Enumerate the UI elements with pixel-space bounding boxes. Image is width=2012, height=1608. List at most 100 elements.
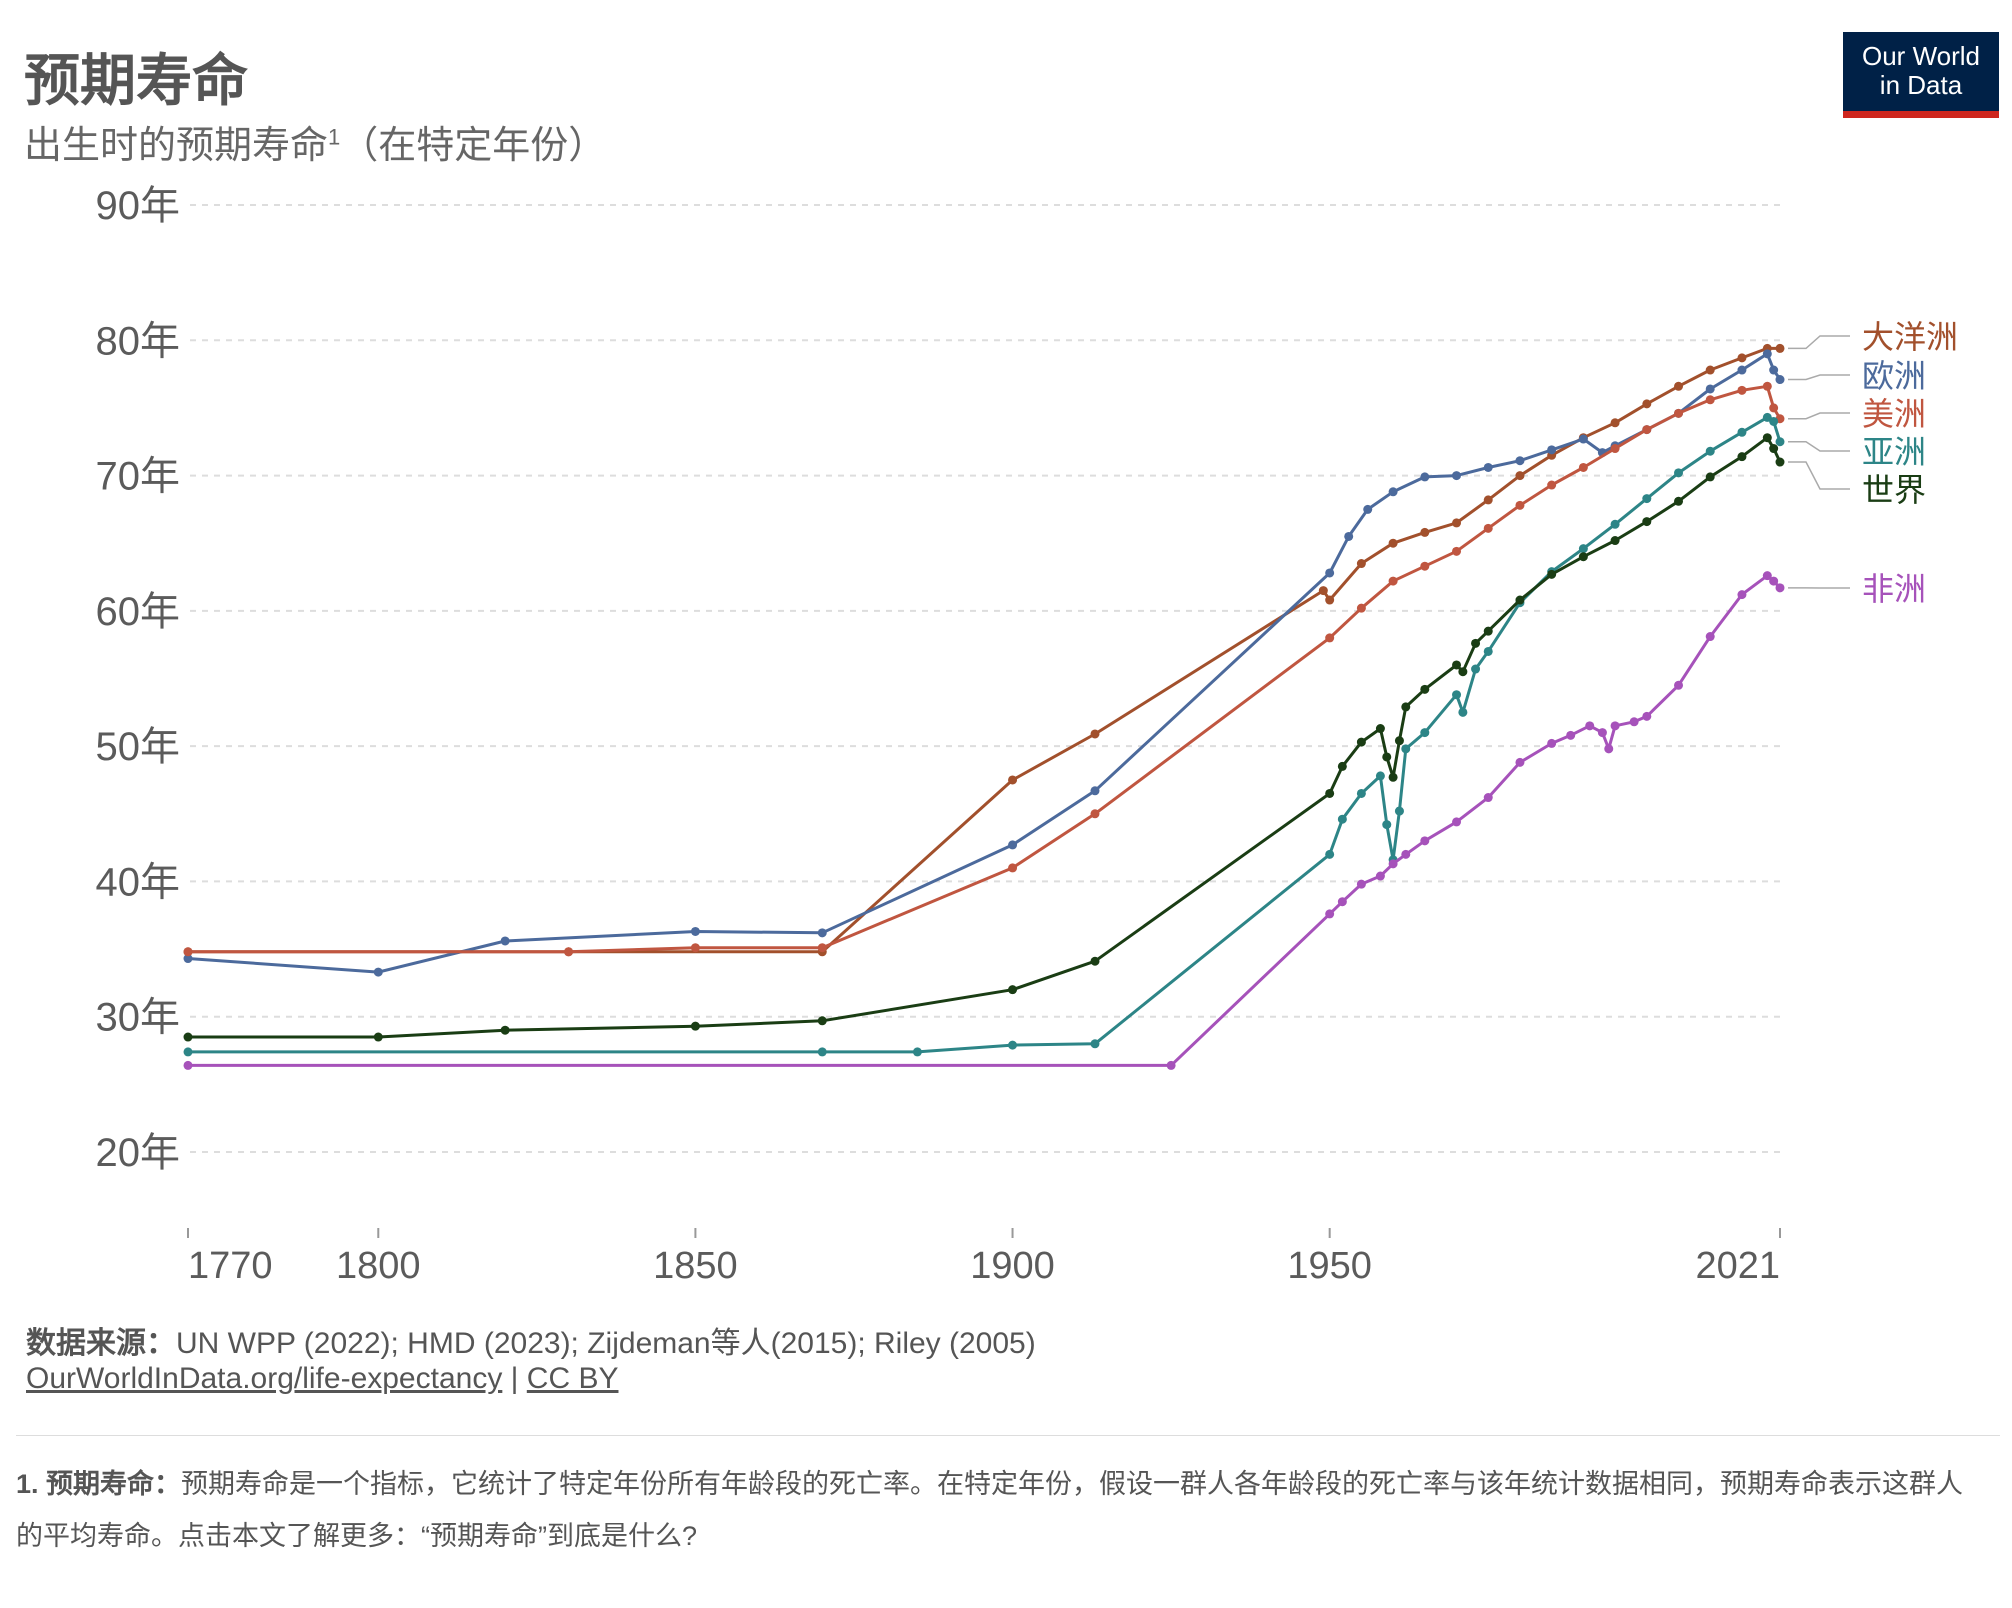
data-point-europe [690, 926, 700, 936]
data-point-asia [1420, 728, 1430, 738]
data-point-world [1401, 702, 1411, 712]
data-point-oceania [1420, 527, 1430, 537]
data-point-world [183, 1032, 193, 1042]
data-point-asia [1008, 1040, 1018, 1050]
series-layer [183, 343, 1785, 1070]
data-point-africa [1401, 849, 1411, 859]
data-point-americas [564, 947, 574, 957]
data-point-world [1388, 772, 1398, 782]
data-point-africa [1769, 576, 1779, 586]
data-point-asia [1578, 544, 1588, 554]
data-point-europe [1420, 472, 1430, 482]
label-connector-europe [1788, 374, 1850, 381]
data-point-oceania [1325, 595, 1335, 605]
data-point-world [1483, 626, 1493, 636]
data-point-europe [1483, 462, 1493, 472]
label-connector-oceania [1788, 335, 1850, 350]
data-point-africa [1515, 757, 1525, 767]
data-point-asia [1775, 437, 1785, 447]
data-point-asia [1769, 416, 1779, 426]
data-point-asia [1337, 814, 1347, 824]
data-point-world [690, 1021, 700, 1031]
data-point-africa [1737, 590, 1747, 600]
series-label-africa: 非洲 [1862, 570, 1926, 608]
data-point-world [1515, 595, 1525, 605]
data-point-europe [1547, 445, 1557, 455]
x-tick-label: 2021 [1695, 1245, 1780, 1287]
data-point-africa [1375, 871, 1385, 881]
data-point-oceania [1610, 418, 1620, 428]
data-point-asia [1458, 707, 1468, 717]
data-point-asia [1090, 1039, 1100, 1049]
data-point-oceania [1356, 559, 1366, 569]
label-connector-asia [1788, 441, 1850, 452]
series-label-americas: 美洲 [1862, 395, 1926, 433]
data-point-americas [1325, 633, 1335, 643]
data-point-oceania [1090, 729, 1100, 739]
data-point-world [373, 1032, 383, 1042]
data-point-americas [1762, 381, 1772, 391]
data-point-oceania [1515, 471, 1525, 481]
data-point-world [1008, 985, 1018, 995]
series-label-europe: 欧洲 [1862, 357, 1926, 395]
y-tick-label: 90年 [96, 184, 181, 228]
series-label-oceania: 大洋洲 [1862, 318, 1958, 356]
data-point-world [1610, 536, 1620, 546]
footnote-marker[interactable]: 1 [328, 124, 341, 150]
data-point-asia [1737, 427, 1747, 437]
data-point-world [500, 1025, 510, 1035]
data-point-americas [1674, 408, 1684, 418]
data-point-oceania [1008, 775, 1018, 785]
series-line-oceania [188, 346, 1780, 954]
data-point-oceania [1452, 518, 1462, 528]
data-point-africa [1547, 738, 1557, 748]
data-point-africa [1762, 571, 1772, 581]
x-tick-label: 1800 [336, 1245, 421, 1287]
data-point-africa [1642, 711, 1652, 721]
series-label-world: 世界 [1862, 471, 1926, 509]
data-point-asia [1401, 744, 1411, 754]
series-line-world [188, 436, 1782, 1039]
data-point-asia [1674, 468, 1684, 478]
data-point-africa [1337, 897, 1347, 907]
data-point-oceania [1737, 353, 1747, 363]
data-point-americas [1705, 395, 1715, 405]
data-point-asia [817, 1047, 827, 1057]
data-point-asia [912, 1047, 922, 1057]
source-link[interactable]: OurWorldInData.org/life-expectancy [26, 1362, 503, 1395]
data-point-world [1394, 736, 1404, 746]
data-point-asia [1483, 646, 1493, 656]
data-point-world [1382, 752, 1392, 762]
data-point-asia [183, 1047, 193, 1057]
y-tick-label: 20年 [96, 1131, 181, 1175]
series-line-europe [187, 352, 1782, 974]
subtitle-suffix: （在特定年份） [340, 125, 607, 167]
source-text: UN WPP (2022); HMD (2023); Zijdeman等人(20… [176, 1327, 1036, 1360]
data-point-europe [1090, 786, 1100, 796]
data-point-world [1769, 444, 1779, 454]
x-tick-label: 1770 [188, 1245, 273, 1287]
data-point-americas [1090, 809, 1100, 819]
y-tick-label: 60年 [96, 590, 181, 634]
data-point-africa [1775, 583, 1785, 593]
data-point-europe [817, 928, 827, 938]
data-point-oceania [1642, 399, 1652, 409]
data-point-europe [1515, 456, 1525, 466]
source-line: 数据来源：UN WPP (2022); HMD (2023); Zijdeman… [26, 1318, 1036, 1362]
logo-line-2: in Data [1879, 70, 1963, 100]
logo-line-1: Our World [1862, 41, 1980, 71]
data-point-americas [1483, 523, 1493, 533]
data-point-world [817, 1016, 827, 1026]
data-point-asia [1382, 820, 1392, 830]
data-point-africa [1388, 859, 1398, 869]
license-link[interactable]: CC BY [526, 1362, 619, 1395]
data-point-africa [1452, 817, 1462, 827]
footnote: 1. 预期寿命：预期寿命是一个指标，它统计了特定年份所有年龄段的死亡率。在特定年… [16, 1458, 1976, 1562]
data-point-asia [1356, 788, 1366, 798]
data-point-asia [1394, 806, 1404, 816]
data-point-americas [1388, 576, 1398, 586]
data-point-world [1775, 457, 1785, 467]
owid-logo[interactable]: Our World in Data [1843, 32, 1999, 118]
data-point-africa [1604, 744, 1614, 754]
data-point-africa [1705, 632, 1715, 642]
